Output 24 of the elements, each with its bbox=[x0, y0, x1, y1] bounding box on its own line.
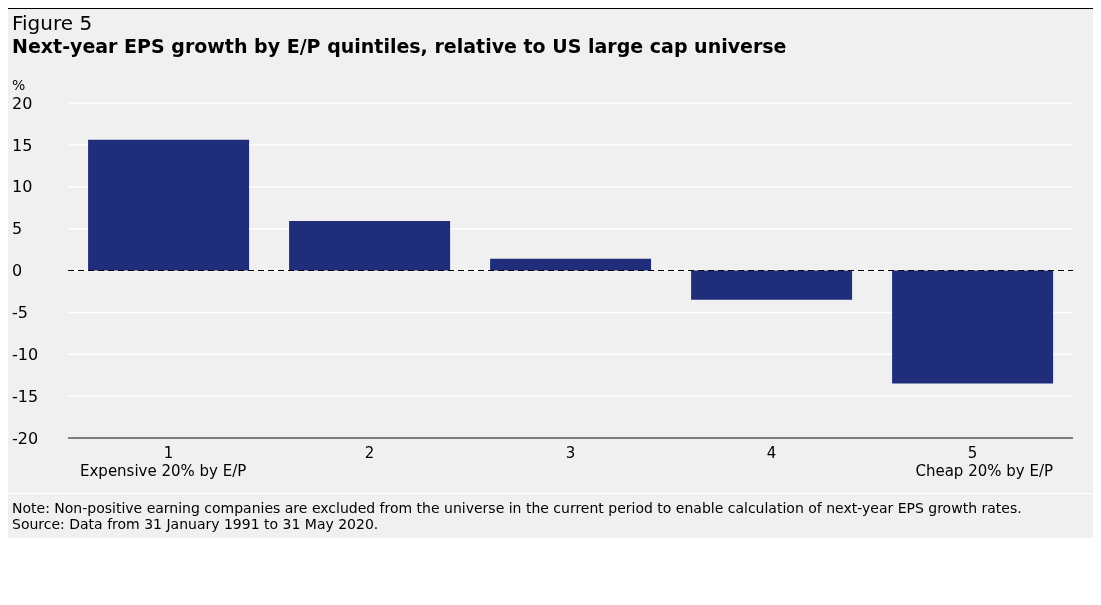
y-tick-label: 10 bbox=[12, 177, 33, 197]
bar bbox=[289, 221, 451, 271]
bar bbox=[88, 139, 250, 271]
bar bbox=[892, 270, 1054, 384]
text: Note: Non-positive earning companies are excluded from the universe in the current period to enable calculation of next-year EPS growth rates. bbox=[12, 500, 1023, 516]
y-tick-label: 0 bbox=[12, 261, 23, 281]
y-tick-label: -10 bbox=[12, 344, 39, 364]
y-tick-label: 15 bbox=[12, 135, 33, 155]
source-note: Source: Data from 31 January 1991 to 31 May 2020. bbox=[12, 516, 380, 532]
chart-subtitle: Next-year EPS growth by E/P quintiles, relative to US large cap universe bbox=[11, 35, 788, 57]
x-tick-label: 3 bbox=[565, 444, 576, 462]
y-tick-label: 5 bbox=[12, 219, 23, 239]
y-tick-label: 20 bbox=[12, 93, 33, 113]
y-tick-label: -20 bbox=[12, 428, 39, 448]
bar bbox=[490, 258, 652, 271]
y-tick-label: -15 bbox=[12, 386, 39, 406]
x-tick-label: 4 bbox=[766, 444, 777, 462]
chart-title: Figure 5 bbox=[11, 10, 94, 35]
bar bbox=[691, 270, 853, 300]
x-tick-label: 1 Expensive 20% by E/P bbox=[80, 444, 247, 480]
y-axis-title: % bbox=[11, 77, 27, 93]
x-tick-label: 2 bbox=[364, 444, 375, 462]
x-tick-label: 5 Cheap 20% by E/P bbox=[915, 444, 1053, 480]
y-tick-label: -5 bbox=[12, 303, 28, 323]
